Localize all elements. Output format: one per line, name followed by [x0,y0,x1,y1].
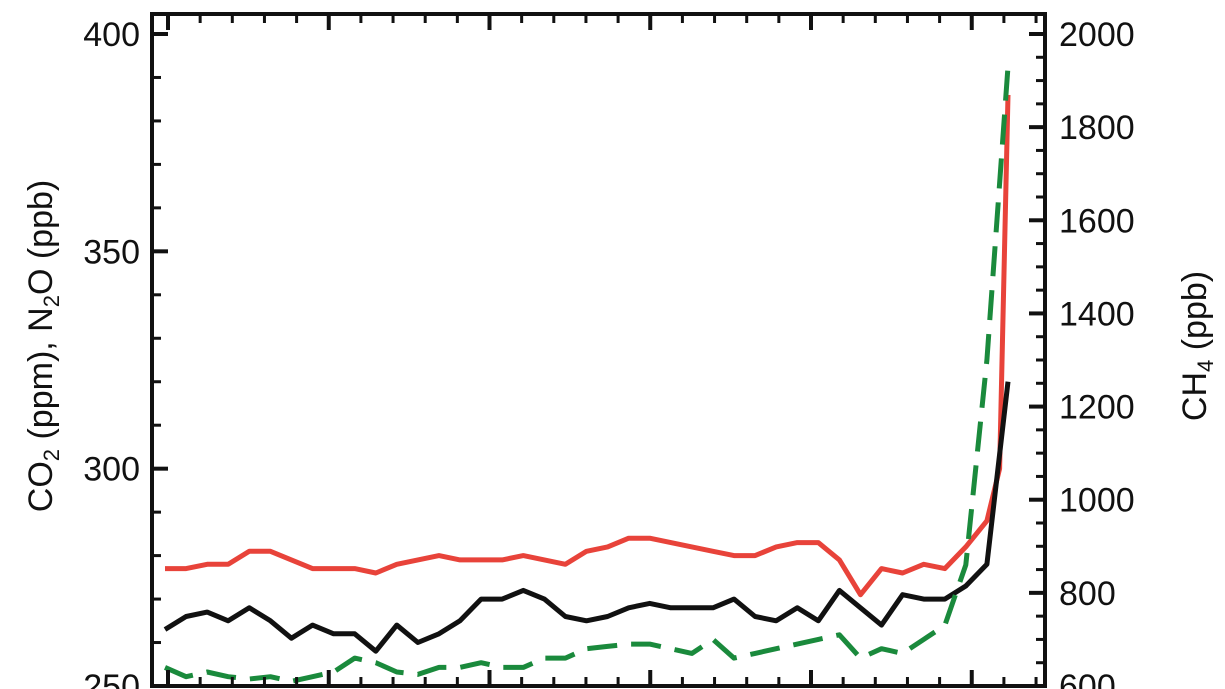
left-tick-label: 300 [83,451,140,489]
left-tick-label: 350 [83,233,140,271]
axis-title-part: 4 [1193,360,1218,372]
right-tick-label: 600 [1059,668,1116,689]
right-axis: 600 800 1000 1200 1400 1600 1800 2000 [1029,16,1135,689]
axis-title-part: CH [1176,372,1214,421]
axis-title-part: 2 [39,449,64,461]
left-axis-title: CO2 (ppm), N2O (ppb) [22,180,64,512]
axis-title-part: (ppm), N [22,307,60,449]
right-tick-label: 1200 [1059,389,1135,427]
right-tick-label: 1800 [1059,109,1135,147]
series-line-3 [163,66,1011,684]
right-tick-label: 1000 [1059,482,1135,520]
right-tick-label: 800 [1059,575,1116,613]
series-line-2 [163,381,1011,654]
right-tick-label: 1400 [1059,295,1135,333]
axis-title-part: (ppb) [1176,271,1214,360]
axis-title-part: 2 [39,295,64,307]
left-tick-label: 250 [83,668,140,689]
right-axis-title: CH4 (ppb) [1176,271,1218,421]
series-layer [163,66,1011,684]
right-tick-label: 1600 [1059,202,1135,240]
left-tick-label: 400 [83,16,140,54]
axis-title-part: O (ppb) [22,180,60,295]
left-axis: 250 300 350 400 [83,16,168,689]
axis-title-part: CO [22,461,60,512]
plot-frame [150,12,1047,688]
right-tick-label: 2000 [1059,16,1135,54]
x-axis [166,14,1038,686]
series-line-1 [165,94,1011,598]
